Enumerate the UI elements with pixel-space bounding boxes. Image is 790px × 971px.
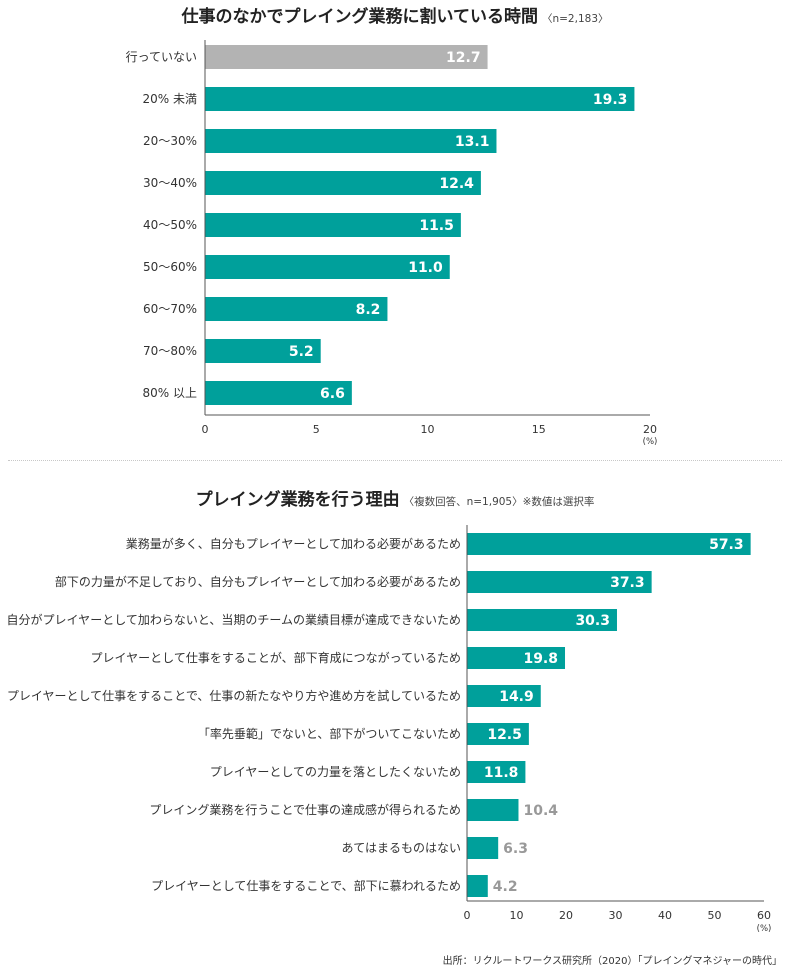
chart1-title: 仕事のなかでプレイング業務に割いている時間 〈n=2,183〉 xyxy=(0,2,790,27)
data-label: 12.4 xyxy=(439,176,474,192)
chart2-plot: 業務量が多く、自分もプレイヤーとして加わる必要があるため 57.3 部下の力量が不足… xyxy=(7,525,772,934)
category-label: 行っていない xyxy=(126,50,197,64)
category-label: あてはまるものはない xyxy=(341,841,461,855)
x-tick-label: 60 xyxy=(757,909,771,922)
chart2-title: プレイング業務を行う理由 〈複数回答、n=1,905〉※数値は選択率 xyxy=(0,485,790,510)
data-label: 12.5 xyxy=(487,727,522,743)
section-divider xyxy=(8,460,782,461)
x-tick-label: 10 xyxy=(421,423,435,436)
category-label: プレイヤーとしての力量を落としたくないため xyxy=(210,765,461,779)
chart1-title-text: 仕事のなかでプレイング業務に割いている時間 xyxy=(181,7,538,27)
data-label: 11.0 xyxy=(408,260,443,276)
x-tick-label: 5 xyxy=(313,423,320,436)
bar xyxy=(467,875,488,897)
x-tick-label: 30 xyxy=(609,909,623,922)
category-label: 「率先垂範」でないと、部下がついてこないため xyxy=(198,726,461,741)
bar xyxy=(467,609,617,631)
data-label: 30.3 xyxy=(575,613,610,629)
data-label: 5.2 xyxy=(289,344,314,360)
chart1-subtitle: 〈n=2,183〉 xyxy=(541,13,609,25)
category-label: 50〜60% xyxy=(143,260,197,274)
data-label: 13.1 xyxy=(455,134,490,150)
bar xyxy=(467,799,519,821)
x-tick-label: 15 xyxy=(532,423,546,436)
bar xyxy=(467,723,529,745)
chart1: 行っていない 12.7 20% 未満 19.3 20〜30% 13.1 30〜40% 12.4… xyxy=(0,0,790,455)
bar xyxy=(467,685,541,707)
bar xyxy=(467,533,751,555)
category-label: 60〜70% xyxy=(143,302,197,316)
data-label: 12.7 xyxy=(446,50,481,66)
bar xyxy=(205,129,497,153)
data-label: 19.8 xyxy=(523,651,558,667)
data-label: 57.3 xyxy=(709,537,744,553)
data-label: 10.4 xyxy=(523,803,558,819)
bar xyxy=(205,213,461,237)
data-label: 6.6 xyxy=(320,386,345,402)
x-tick-label: 20 xyxy=(643,423,657,436)
category-label: プレイヤーとして仕事をすることで、仕事の新たなやり方や進め方を試しているため xyxy=(7,688,461,703)
data-label: 37.3 xyxy=(610,575,645,591)
chart2-subtitle: 〈複数回答、n=1,905〉※数値は選択率 xyxy=(403,496,595,508)
data-label: 6.3 xyxy=(503,841,528,857)
x-tick-label: 0 xyxy=(464,909,471,922)
x-tick-label: 0 xyxy=(202,423,209,436)
x-tick-label: 10 xyxy=(510,909,524,922)
chart2-title-text: プレイング業務を行う理由 xyxy=(195,490,400,510)
bar xyxy=(467,571,652,593)
bar xyxy=(205,381,352,405)
data-label: 4.2 xyxy=(493,879,518,895)
bar xyxy=(467,837,499,859)
data-label: 8.2 xyxy=(356,302,381,318)
x-tick-label: 20 xyxy=(559,909,573,922)
category-label: 80% 以上 xyxy=(143,386,198,400)
chart2: 業務量が多く、自分もプレイヤーとして加わる必要があるため 57.3 部下の力量が不足… xyxy=(7,525,772,934)
bar xyxy=(205,255,450,279)
category-label: 部下の力量が不足しており、自分もプレイヤーとして加わる必要があるため xyxy=(55,574,461,589)
bar xyxy=(205,87,635,111)
x-unit-label: (%) xyxy=(757,924,772,934)
category-label: 70〜80% xyxy=(143,344,197,358)
data-label: 19.3 xyxy=(593,92,628,108)
data-label: 11.8 xyxy=(484,765,519,781)
data-label: 11.5 xyxy=(419,218,454,234)
bar xyxy=(205,45,488,69)
x-tick-label: 50 xyxy=(708,909,722,922)
category-label: 自分がプレイヤーとして加わらないと、当期のチームの業績目標が達成できないため xyxy=(7,612,461,627)
data-label: 14.9 xyxy=(499,689,534,705)
category-label: プレイヤーとして仕事をすることで、部下に慕われるため xyxy=(151,878,461,893)
bar xyxy=(205,171,481,195)
category-label: プレイヤーとして仕事をすることが、部下育成につながっているため xyxy=(91,650,461,665)
category-label: 30〜40% xyxy=(143,176,197,190)
x-unit-label: (%) xyxy=(643,437,658,447)
bar xyxy=(467,647,566,669)
bar xyxy=(467,761,526,783)
source-note: 出所：リクルートワークス研究所（2020）「プレイングマネジャーの時代」 xyxy=(442,956,782,967)
bar xyxy=(205,339,321,363)
category-label: 業務量が多く、自分もプレイヤーとして加わる必要があるため xyxy=(126,536,461,551)
x-tick-label: 40 xyxy=(658,909,672,922)
category-label: 20% 未満 xyxy=(143,92,198,106)
category-label: 20〜30% xyxy=(143,134,197,148)
chart1-plot: 行っていない 12.7 20% 未満 19.3 20〜30% 13.1 30〜40% 12.4… xyxy=(126,40,658,447)
category-label: プレイング業務を行うことで仕事の達成感が得られるため xyxy=(149,802,461,817)
category-label: 40〜50% xyxy=(143,218,197,232)
bar xyxy=(205,297,388,321)
